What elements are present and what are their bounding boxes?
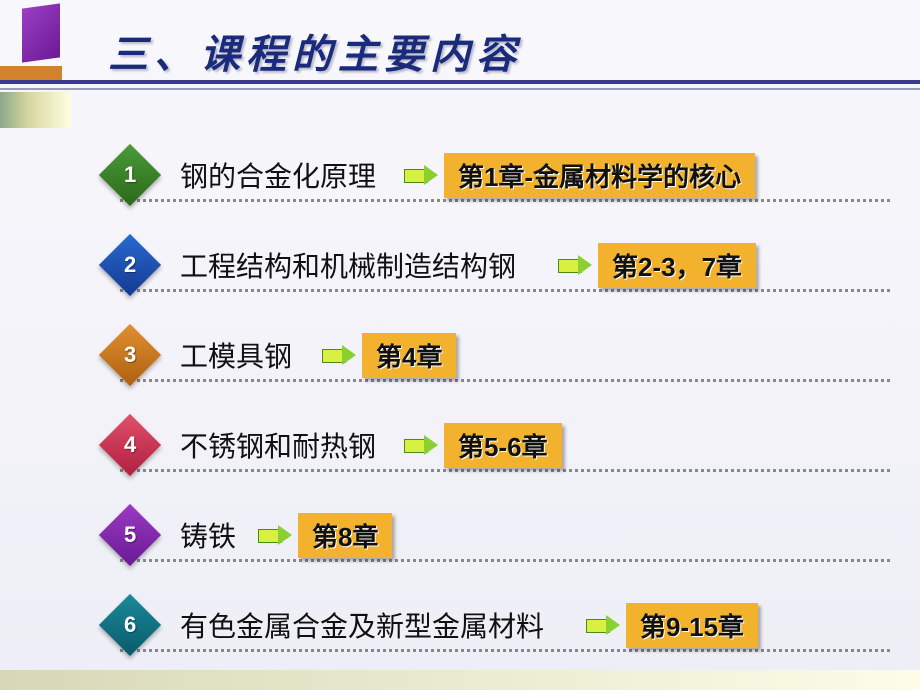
- chapter-tag: 第1章-金属材料学的核心: [444, 153, 755, 198]
- number-cube: 2: [99, 234, 161, 296]
- row-divider: [120, 559, 890, 562]
- arrow-icon: [404, 436, 438, 454]
- arrow-icon: [404, 166, 438, 184]
- number-cube-label: 1: [124, 162, 136, 188]
- list-row: 2 工程结构和机械制造结构钢 第2-3，7章: [0, 220, 920, 310]
- arrow-icon: [322, 346, 356, 364]
- row-link: 第8章: [252, 513, 392, 558]
- row-divider: [120, 199, 890, 202]
- header-decor-orange: [0, 66, 62, 80]
- row-title: 铸铁: [180, 515, 236, 555]
- chapter-tag: 第4章: [362, 333, 456, 378]
- header-rule-thin: [0, 88, 920, 90]
- number-cube: 3: [99, 324, 161, 386]
- row-divider: [120, 649, 890, 652]
- list-row: 5 铸铁 第8章: [0, 490, 920, 580]
- chapter-tag: 第9-15章: [626, 603, 758, 648]
- number-cube: 6: [99, 594, 161, 656]
- row-divider: [120, 469, 890, 472]
- row-title: 钢的合金化原理: [180, 155, 376, 195]
- list-row: 6 有色金属合金及新型金属材料 第9-15章: [0, 580, 920, 670]
- number-cube: 1: [99, 144, 161, 206]
- arrow-icon: [258, 526, 292, 544]
- number-cube-label: 2: [124, 252, 136, 278]
- row-title: 工程结构和机械制造结构钢: [180, 245, 516, 285]
- row-link: 第1章-金属材料学的核心: [398, 153, 755, 198]
- list-row: 3 工模具钢 第4章: [0, 310, 920, 400]
- row-title: 有色金属合金及新型金属材料: [180, 605, 544, 645]
- slide-header: 三、课程的主要内容: [0, 0, 920, 100]
- number-cube: 5: [99, 504, 161, 566]
- chapter-tag: 第8章: [298, 513, 392, 558]
- footer-bar: [0, 670, 920, 690]
- header-rule-thick: [0, 80, 920, 84]
- row-divider: [120, 379, 890, 382]
- row-link: 第4章: [316, 333, 456, 378]
- number-cube-label: 6: [124, 612, 136, 638]
- row-link: 第9-15章: [580, 603, 758, 648]
- number-cube: 4: [99, 414, 161, 476]
- row-title: 工模具钢: [180, 335, 292, 375]
- row-title: 不锈钢和耐热钢: [180, 425, 376, 465]
- slide-title: 三、课程的主要内容: [108, 22, 522, 80]
- content-list: 1 钢的合金化原理 第1章-金属材料学的核心 2 工程结构和机械制造结构钢 第2-3，7章…: [0, 130, 920, 670]
- number-cube-label: 5: [124, 522, 136, 548]
- header-decor-gradient: [0, 92, 70, 128]
- number-cube-label: 4: [124, 432, 136, 458]
- row-link: 第2-3，7章: [552, 243, 756, 288]
- row-link: 第5-6章: [398, 423, 562, 468]
- list-row: 4 不锈钢和耐热钢 第5-6章: [0, 400, 920, 490]
- chapter-tag: 第2-3，7章: [598, 243, 756, 288]
- row-divider: [120, 289, 890, 292]
- chapter-tag: 第5-6章: [444, 423, 562, 468]
- number-cube-label: 3: [124, 342, 136, 368]
- list-row: 1 钢的合金化原理 第1章-金属材料学的核心: [0, 130, 920, 220]
- header-decor-square: [22, 3, 60, 62]
- arrow-icon: [558, 256, 592, 274]
- arrow-icon: [586, 616, 620, 634]
